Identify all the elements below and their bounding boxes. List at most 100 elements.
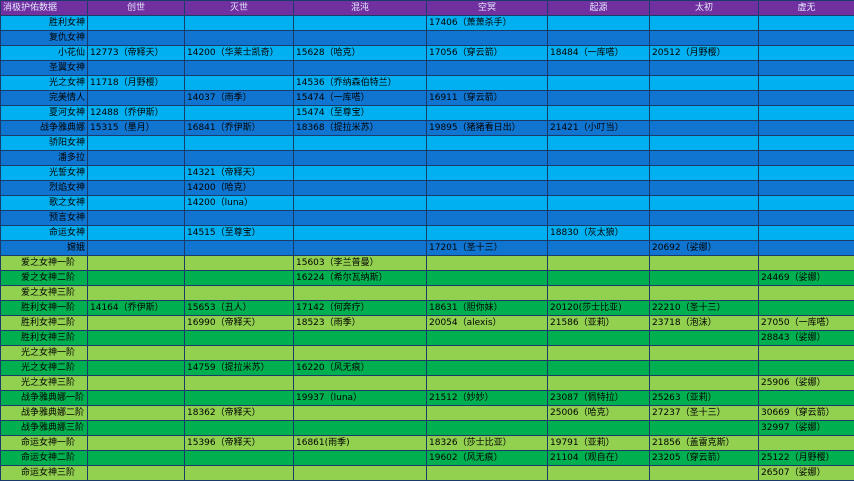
data-cell[interactable] — [87, 285, 185, 301]
data-cell[interactable] — [547, 150, 650, 166]
data-cell[interactable] — [547, 420, 650, 436]
data-cell[interactable]: 14321（帝释天） — [184, 165, 294, 181]
data-cell[interactable] — [547, 90, 650, 106]
data-cell[interactable] — [293, 420, 427, 436]
data-cell[interactable]: 14515（至尊宝） — [184, 225, 294, 241]
data-cell[interactable] — [426, 30, 548, 46]
data-cell[interactable] — [184, 210, 294, 226]
row-label-cell[interactable]: 光之女神一阶 — [0, 345, 88, 361]
data-cell[interactable] — [87, 345, 185, 361]
data-cell[interactable] — [547, 30, 650, 46]
data-cell[interactable] — [426, 75, 548, 91]
header-cell[interactable]: 太初 — [649, 0, 759, 16]
data-cell[interactable]: 25906（娑娜） — [758, 375, 854, 391]
data-cell[interactable]: 23087（佩特拉） — [547, 390, 650, 406]
data-cell[interactable] — [758, 285, 854, 301]
data-cell[interactable]: 14037（雨季） — [184, 90, 294, 106]
data-cell[interactable]: 16220（风无痕） — [293, 360, 427, 376]
data-cell[interactable] — [87, 150, 185, 166]
data-cell[interactable] — [547, 270, 650, 286]
data-cell[interactable] — [293, 450, 427, 466]
data-cell[interactable]: 18523（雨季） — [293, 315, 427, 331]
data-cell[interactable] — [547, 330, 650, 346]
data-cell[interactable] — [293, 60, 427, 76]
data-cell[interactable]: 32997（娑娜） — [758, 420, 854, 436]
data-cell[interactable] — [547, 165, 650, 181]
data-cell[interactable] — [649, 285, 759, 301]
header-cell[interactable]: 混沌 — [293, 0, 427, 16]
data-cell[interactable] — [87, 255, 185, 271]
data-cell[interactable] — [184, 75, 294, 91]
data-cell[interactable] — [426, 270, 548, 286]
row-label-cell[interactable]: 骄阳女神 — [0, 135, 88, 151]
data-cell[interactable] — [649, 375, 759, 391]
data-cell[interactable] — [87, 240, 185, 256]
row-label-cell[interactable]: 战争雅典娜 — [0, 120, 88, 136]
row-label-cell[interactable]: 光之女神 — [0, 75, 88, 91]
data-cell[interactable] — [87, 420, 185, 436]
data-cell[interactable] — [87, 270, 185, 286]
data-cell[interactable] — [649, 270, 759, 286]
data-cell[interactable] — [87, 195, 185, 211]
data-cell[interactable] — [184, 30, 294, 46]
data-cell[interactable] — [758, 255, 854, 271]
data-cell[interactable]: 18326（莎士比亚） — [426, 435, 548, 451]
data-cell[interactable] — [293, 285, 427, 301]
data-cell[interactable] — [758, 300, 854, 316]
data-cell[interactable]: 14759（提拉米苏） — [184, 360, 294, 376]
data-cell[interactable] — [547, 135, 650, 151]
data-cell[interactable]: 30669（穿云箭） — [758, 405, 854, 421]
data-cell[interactable] — [758, 30, 854, 46]
data-cell[interactable] — [547, 360, 650, 376]
data-cell[interactable]: 14200（哈克） — [184, 180, 294, 196]
data-cell[interactable] — [547, 255, 650, 271]
row-label-cell[interactable]: 嫦娥 — [0, 240, 88, 256]
row-label-cell[interactable]: 潘多拉 — [0, 150, 88, 166]
row-label-cell[interactable]: 预言女神 — [0, 210, 88, 226]
data-cell[interactable] — [649, 465, 759, 481]
data-cell[interactable] — [426, 285, 548, 301]
header-cell[interactable]: 虚无 — [758, 0, 854, 16]
data-cell[interactable] — [184, 450, 294, 466]
data-cell[interactable]: 18368（提拉米苏） — [293, 120, 427, 136]
data-cell[interactable]: 27050（一库嗒） — [758, 315, 854, 331]
data-cell[interactable]: 11718（月野樱） — [87, 75, 185, 91]
data-cell[interactable]: 25006（哈克） — [547, 405, 650, 421]
data-cell[interactable]: 20512（月野樱） — [649, 45, 759, 61]
data-cell[interactable] — [87, 390, 185, 406]
data-cell[interactable] — [293, 165, 427, 181]
data-cell[interactable] — [87, 60, 185, 76]
data-cell[interactable] — [547, 195, 650, 211]
data-cell[interactable]: 17056（穿云箭） — [426, 45, 548, 61]
data-cell[interactable] — [758, 180, 854, 196]
data-cell[interactable] — [426, 60, 548, 76]
data-cell[interactable]: 14164（乔伊斯） — [87, 300, 185, 316]
data-cell[interactable] — [649, 15, 759, 31]
data-cell[interactable] — [547, 210, 650, 226]
row-label-cell[interactable]: 爱之女神三阶 — [0, 285, 88, 301]
data-cell[interactable]: 21104（观自在） — [547, 450, 650, 466]
data-cell[interactable] — [87, 210, 185, 226]
data-cell[interactable] — [293, 225, 427, 241]
data-cell[interactable] — [184, 375, 294, 391]
data-cell[interactable] — [547, 105, 650, 121]
data-cell[interactable] — [293, 135, 427, 151]
row-label-cell[interactable]: 光誓女神 — [0, 165, 88, 181]
data-cell[interactable] — [87, 435, 185, 451]
data-cell[interactable]: 17406（萧萧杀手） — [426, 15, 548, 31]
data-cell[interactable] — [87, 180, 185, 196]
data-cell[interactable] — [758, 390, 854, 406]
data-cell[interactable]: 15603（李兰普曼） — [293, 255, 427, 271]
data-cell[interactable]: 15396（帝释天） — [184, 435, 294, 451]
data-cell[interactable] — [649, 165, 759, 181]
data-cell[interactable] — [649, 30, 759, 46]
data-cell[interactable] — [87, 315, 185, 331]
data-cell[interactable]: 27237（圣十三） — [649, 405, 759, 421]
data-cell[interactable]: 14200（luna） — [184, 195, 294, 211]
data-cell[interactable] — [758, 345, 854, 361]
data-cell[interactable] — [649, 150, 759, 166]
data-cell[interactable]: 25263（亚莉） — [649, 390, 759, 406]
data-cell[interactable]: 18631（胆你妹） — [426, 300, 548, 316]
data-cell[interactable]: 19791（亚莉） — [547, 435, 650, 451]
data-cell[interactable] — [87, 450, 185, 466]
